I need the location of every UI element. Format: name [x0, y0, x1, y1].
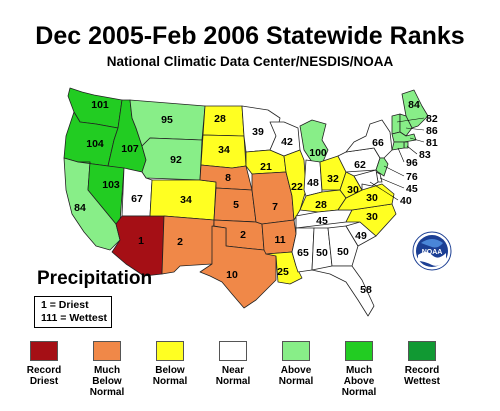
- leader-line-ri: [406, 145, 418, 155]
- legend-label: Near Normal: [215, 365, 251, 387]
- legend-item: Near Normal: [193, 341, 273, 387]
- state-rank-nv: 103: [102, 179, 120, 191]
- legend-label: Much Below Normal: [89, 365, 125, 398]
- state-rank-wi: 42: [281, 136, 293, 148]
- rank-key-box: 1 = Driest 111 = Wettest: [34, 296, 112, 328]
- legend-heading: Precipitation: [37, 268, 153, 289]
- legend-swatch: [345, 341, 373, 361]
- state-rank-ny: 66: [372, 137, 384, 149]
- map-subtitle: National Climatic Data Center/NESDIS/NOA…: [106, 54, 394, 69]
- state-rank-wv: 30: [347, 184, 359, 196]
- state-rank-id: 107: [121, 143, 139, 155]
- state-rank-sc: 49: [355, 230, 367, 242]
- state-rank-ia: 21: [260, 161, 272, 173]
- state-rank-wa: 101: [91, 99, 109, 111]
- leader-line-vt: [396, 117, 425, 123]
- state-rank-ri: 83: [419, 149, 431, 161]
- legend-swatch: [219, 341, 247, 361]
- state-rank-pa: 62: [354, 159, 366, 171]
- state-rank-ma: 81: [426, 137, 438, 149]
- state-rank-mn: 39: [252, 126, 264, 138]
- state-rank-il: 22: [291, 181, 303, 193]
- state-rank-mi: 100: [309, 147, 327, 159]
- leader-line-de: [379, 177, 405, 189]
- legend-item: Much Below Normal: [67, 341, 147, 398]
- state-rank-nm: 2: [177, 236, 183, 248]
- state-vt: [391, 113, 401, 135]
- leader-line-nh: [405, 127, 425, 131]
- legend-item: Record Driest: [4, 341, 84, 387]
- legend-swatch: [408, 341, 436, 361]
- noaa-logo-text: NOAA: [422, 249, 443, 256]
- state-rank-tx: 10: [226, 269, 238, 281]
- state-rank-ga: 50: [337, 246, 349, 258]
- legend-item: Above Normal: [256, 341, 336, 387]
- state-rank-nj: 76: [406, 171, 418, 183]
- state-rank-oh: 32: [327, 173, 339, 185]
- state-rank-md: 40: [400, 195, 412, 207]
- state-rank-az: 1: [138, 235, 144, 247]
- state-nm: [161, 215, 215, 275]
- state-rank-mt: 95: [161, 114, 173, 126]
- state-rank-co: 34: [180, 194, 192, 206]
- legend-item: Record Wettest: [382, 341, 462, 387]
- state-rank-vt: 82: [426, 113, 438, 125]
- leader-line-md: [369, 181, 399, 201]
- state-rank-nd: 28: [214, 113, 226, 125]
- legend-label: Much Above Normal: [341, 365, 377, 398]
- legend-label: Record Driest: [26, 365, 62, 387]
- state-rank-tn: 45: [316, 215, 328, 227]
- state-rank-in: 48: [307, 177, 319, 189]
- state-rank-sd: 34: [218, 144, 230, 156]
- leader-line-ma: [409, 137, 425, 143]
- legend-swatch: [30, 341, 58, 361]
- state-tx: [199, 225, 277, 309]
- state-rank-ms: 65: [297, 247, 309, 259]
- state-rank-or: 104: [86, 138, 104, 150]
- state-rank-ar: 11: [274, 234, 285, 246]
- legend-label: Below Normal: [152, 365, 188, 387]
- legend-item: Much Above Normal: [319, 341, 399, 398]
- state-rank-mo: 7: [272, 201, 278, 213]
- leader-line-ct: [397, 147, 405, 163]
- state-ri: [403, 141, 409, 149]
- state-ct: [391, 141, 405, 151]
- legend-item: Below Normal: [130, 341, 210, 387]
- legend-label: Above Normal: [278, 365, 314, 387]
- state-rank-fl: 58: [360, 284, 372, 296]
- legend-label: Record Wettest: [404, 365, 440, 387]
- state-rank-ca: 84: [74, 202, 86, 214]
- state-rank-wy: 92: [170, 154, 182, 166]
- noaa-logo: NOAA: [412, 231, 452, 276]
- state-md: [353, 169, 379, 191]
- state-rank-ks: 5: [233, 199, 239, 211]
- state-ga: [327, 225, 359, 267]
- rank-key-wettest: 111 = Wettest: [41, 312, 108, 324]
- state-rank-ct: 96: [406, 157, 418, 169]
- legend-swatch: [282, 341, 310, 361]
- state-rank-ok: 2: [240, 229, 246, 241]
- state-rank-va: 30: [366, 192, 378, 204]
- state-rank-ut: 67: [131, 193, 143, 205]
- legend-swatch: [156, 341, 184, 361]
- state-rank-ky: 28: [315, 199, 327, 211]
- leader-line-nj: [383, 165, 405, 177]
- state-nh: [399, 113, 413, 137]
- state-rank-de: 45: [406, 183, 418, 195]
- state-mi: [299, 119, 329, 165]
- legend-swatch: [93, 341, 121, 361]
- state-rank-al: 50: [316, 247, 328, 259]
- state-rank-nc: 30: [366, 211, 378, 223]
- state-ny: [345, 119, 393, 159]
- state-fl: [311, 265, 375, 317]
- map-title: Dec 2005-Feb 2006 Statewide Ranks: [35, 22, 465, 50]
- state-rank-la: 25: [277, 266, 289, 278]
- state-rank-nh: 86: [426, 125, 438, 137]
- state-rank-ne: 8: [225, 172, 231, 184]
- state-rank-me: 84: [408, 99, 420, 111]
- rank-key-driest: 1 = Driest: [41, 299, 89, 311]
